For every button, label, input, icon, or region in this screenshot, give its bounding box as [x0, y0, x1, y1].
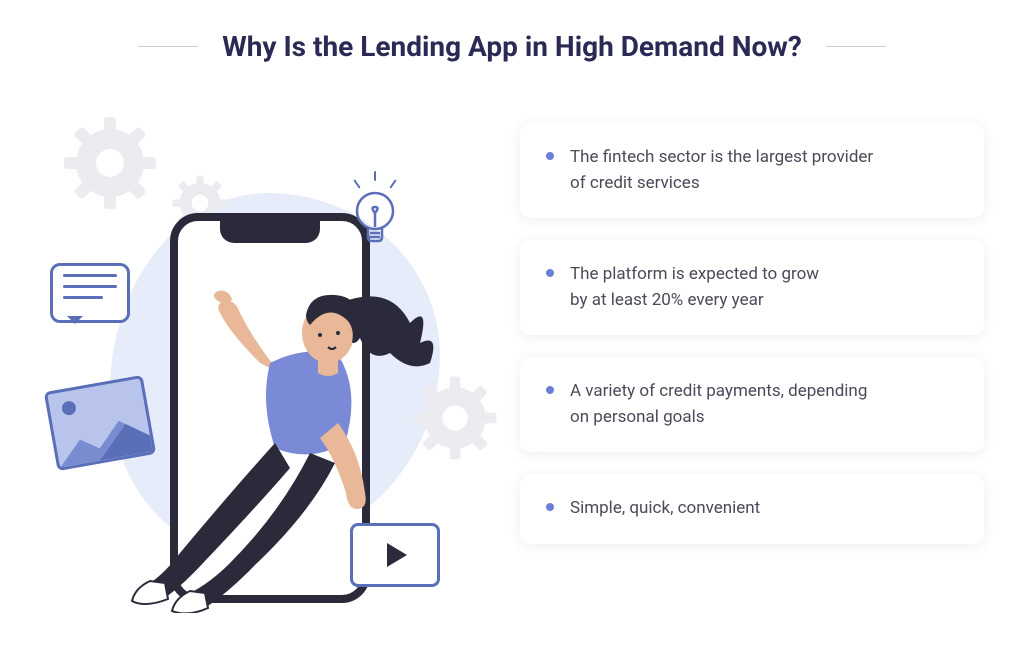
- header-line-left: [138, 46, 198, 47]
- cards-list: The fintech sector is the largest provid…: [520, 93, 984, 544]
- card-text: The fintech sector is the largest provid…: [570, 145, 873, 196]
- header: Why Is the Lending App in High Demand No…: [0, 0, 1024, 73]
- person-illustration: [110, 243, 450, 613]
- card-text: A variety of credit payments, depending …: [570, 379, 867, 430]
- page-title: Why Is the Lending App in High Demand No…: [222, 30, 802, 63]
- card-text: Simple, quick, convenient: [570, 496, 760, 522]
- bullet-icon: [546, 503, 554, 511]
- bullet-icon: [546, 152, 554, 160]
- bullet-icon: [546, 269, 554, 277]
- phone-notch: [220, 221, 320, 243]
- card-item: The platform is expected to grow by at l…: [520, 240, 984, 335]
- card-item: Simple, quick, convenient: [520, 474, 984, 544]
- illustration: [40, 93, 500, 613]
- card-item: A variety of credit payments, depending …: [520, 357, 984, 452]
- header-line-right: [826, 46, 886, 47]
- content: The fintech sector is the largest provid…: [0, 73, 1024, 613]
- bullet-icon: [546, 386, 554, 394]
- card-item: The fintech sector is the largest provid…: [520, 123, 984, 218]
- card-text: The platform is expected to grow by at l…: [570, 262, 819, 313]
- gear-icon: [60, 113, 160, 213]
